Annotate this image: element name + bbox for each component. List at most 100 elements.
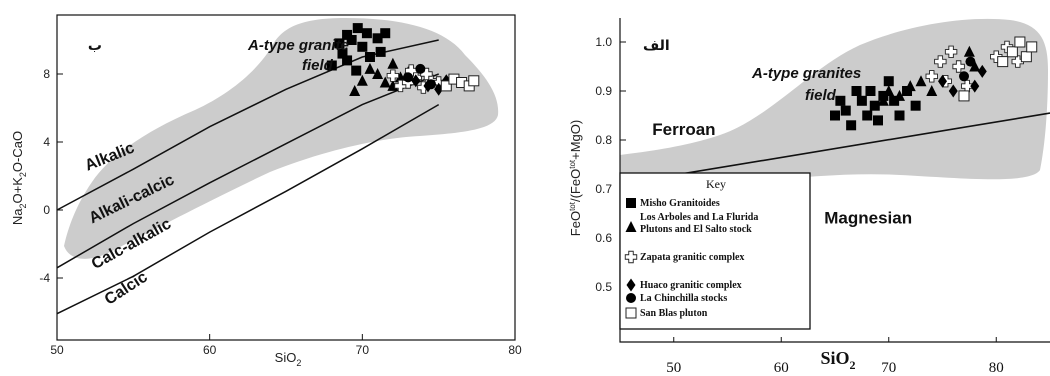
- left-boundary-alkali-calcic: [56, 73, 439, 269]
- right-x-axis-label: SiO2: [820, 348, 855, 372]
- left-y-label-5: O-CaO: [10, 131, 25, 172]
- right-field-label-1: A-type granites: [751, 65, 861, 82]
- right-point-open-square: [1020, 51, 1032, 63]
- right-x-label-main: SiO: [820, 348, 849, 368]
- left-y-tick-label: -4: [39, 271, 50, 285]
- right-point-diamond: [948, 84, 958, 98]
- right-point-cross: [925, 70, 938, 83]
- left-point-cross: [404, 64, 418, 77]
- left-point-circle: [403, 72, 414, 83]
- right-point-square: [830, 110, 840, 121]
- left-boundary-alkalic: [56, 39, 439, 211]
- left-point-square: [337, 48, 348, 59]
- legend-title: Key: [706, 177, 726, 191]
- right-point-triangle: [915, 75, 927, 87]
- legend-marker-diamond: [626, 278, 636, 292]
- left-point-triangle: [372, 68, 384, 79]
- right-x-tick-label: 80: [989, 360, 1004, 376]
- left-point-diamond: [411, 74, 421, 88]
- right-x-tick-label: 50: [666, 360, 681, 376]
- legend-item-label: Los Arboles and La Flurida: [640, 212, 758, 223]
- legend-box: [619, 172, 811, 330]
- left-plot-frame: [56, 14, 516, 341]
- right-point-triangle: [877, 94, 889, 106]
- right-point-square: [910, 100, 921, 111]
- right-point-open-square: [1026, 41, 1038, 53]
- left-point-square: [326, 60, 337, 71]
- legend-marker-triangle: [625, 221, 637, 232]
- legend-item-label: Zapata granitic complex: [640, 252, 744, 263]
- right-point-cross: [1011, 55, 1024, 68]
- right-point-circle: [959, 71, 969, 82]
- right-y-label-3: /(FeO: [568, 169, 583, 202]
- left-y-label-4: 2: [18, 172, 28, 177]
- left-field-label-2: field: [302, 57, 334, 74]
- right-point-circle: [965, 56, 976, 67]
- right-point-square: [862, 110, 873, 121]
- left-point-circle: [426, 79, 437, 90]
- right-chart: 50 60 70 80 0.5 0.6 0.7 0.8 0.9 1.0 الف A-type gr…: [568, 18, 1050, 376]
- right-y-tick-label: 0.5: [595, 280, 612, 294]
- legend-item-label: Misho Granitoides: [640, 198, 720, 209]
- right-y-tick-label: 0.8: [595, 133, 612, 147]
- right-x-tick-label: 60: [774, 360, 789, 376]
- left-point-square: [342, 55, 353, 66]
- left-point-open-square: [468, 75, 480, 87]
- right-y-label-4: tot: [568, 159, 577, 169]
- right-y-label-2: tot: [568, 201, 577, 211]
- left-x-axis-label: SiO2: [275, 350, 302, 368]
- left-point-triangle: [349, 85, 361, 96]
- right-point-square: [856, 95, 867, 106]
- left-point-square: [372, 33, 383, 44]
- left-point-square: [351, 65, 362, 76]
- left-boundary-lines: [56, 39, 440, 315]
- right-point-square: [894, 110, 905, 121]
- left-point-square: [361, 28, 372, 39]
- right-point-square: [846, 120, 857, 131]
- right-y-tick-label: 1.0: [595, 35, 612, 49]
- right-y-label-5: +MgO): [568, 120, 583, 160]
- right-point-square: [851, 86, 862, 96]
- right-x-label-sub: 2: [850, 358, 856, 372]
- right-y-label-1: FeO: [568, 211, 583, 236]
- right-point-open-square: [1014, 36, 1026, 48]
- right-ferroan-magnesian-boundary: [619, 112, 1050, 185]
- left-x-label-sub: 2: [296, 358, 301, 368]
- right-point-diamond: [938, 74, 947, 88]
- legend-item-label: La Chinchilla stocks: [640, 293, 727, 304]
- right-point-triangle: [969, 60, 981, 72]
- right-point-cross: [934, 55, 947, 68]
- right-region-label: Magnesian: [824, 208, 912, 227]
- left-x-tick-label: 80: [508, 343, 522, 357]
- right-point-cross: [952, 60, 965, 73]
- right-y-tick-label: 0.6: [595, 231, 612, 245]
- right-point-diamond: [970, 79, 980, 93]
- right-point-square: [883, 76, 894, 87]
- right-point-cross: [944, 45, 958, 58]
- right-point-triangle: [904, 80, 916, 92]
- left-point-square: [364, 52, 375, 62]
- legend-item-label: San Blas pluton: [640, 308, 708, 319]
- right-x-tick-label: 70: [881, 360, 896, 376]
- legend-marker-cross: [624, 250, 638, 264]
- left-point-square: [346, 35, 357, 45]
- left-data-points: [326, 23, 480, 96]
- right-point-triangle: [883, 85, 895, 96]
- right-field-label-2: field: [805, 87, 837, 104]
- right-y-tick-label: 0.9: [595, 84, 612, 98]
- legend-marker-circle: [626, 293, 636, 303]
- left-x-tick-label: 60: [203, 343, 217, 357]
- right-point-triangle: [926, 85, 938, 96]
- left-point-circle: [415, 63, 426, 74]
- left-point-open-square: [440, 80, 452, 92]
- right-point-square: [865, 86, 876, 96]
- left-x-label-main: SiO: [275, 350, 297, 365]
- right-point-triangle: [894, 89, 905, 101]
- legend: Key Misho Granitoides Los Arboles and La …: [619, 172, 811, 330]
- left-y-tick-label: 4: [43, 135, 50, 149]
- left-x-tick-label: 70: [356, 343, 370, 357]
- left-point-square: [375, 46, 386, 57]
- right-point-open-square: [1006, 46, 1018, 58]
- legend-item-label: Huaco granitic complex: [640, 280, 742, 291]
